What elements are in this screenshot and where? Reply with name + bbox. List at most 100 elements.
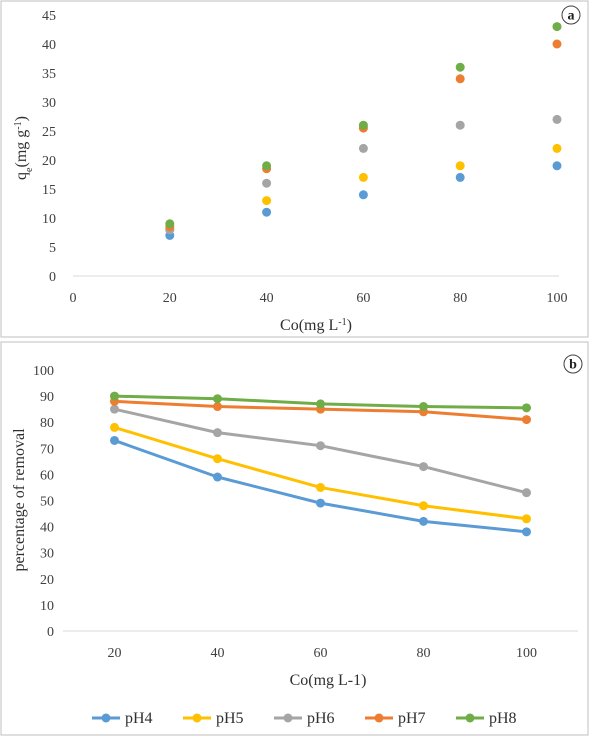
panel-b-y-tick-label: 100: [33, 364, 54, 379]
legend-marker-ph8: [465, 713, 475, 723]
panel-a-point-ph8: [455, 62, 465, 72]
panel-a-y-tick-label: 10: [42, 212, 56, 227]
panel-b-point-ph5: [110, 422, 119, 432]
panel-a-point-ph7: [455, 74, 465, 84]
legend-item-ph4: pH4: [92, 710, 153, 727]
panel-a-frame: [0, 0, 589, 338]
panel-b-label: b: [563, 354, 583, 374]
panel-a-point-ph8: [262, 161, 272, 171]
panel-b-line-chart: 0 10 20 30 40 50 60 70 80 90 100 20 40 60 80 100 Co(mg…: [11, 354, 583, 727]
panel-b-label-circle: [563, 354, 583, 374]
panel-a-point-ph5: [455, 161, 465, 171]
panel-b-point-ph6: [419, 462, 428, 472]
panel-a-x-tick-label: 0: [70, 291, 77, 306]
panel-b-letter: b: [569, 358, 577, 373]
legend-label: pH5: [216, 710, 244, 727]
legend-label: pH4: [125, 710, 153, 727]
panel-b-y-tick-label: 20: [40, 573, 54, 588]
panel-a-point-ph4: [358, 190, 368, 200]
panel-a-label-circle: [561, 5, 581, 25]
panel-a-scatter-chart: 0 5 10 15 20 25 30 35 40 45 0 20 40 60 80 100 Co(mg L-…: [13, 5, 581, 335]
panel-b-point-ph5: [213, 454, 222, 464]
panel-b-y-axis-title: percentage of removal: [11, 428, 28, 572]
panel-b-x-tick-label: 100: [516, 646, 537, 661]
legend-marker-ph6: [283, 713, 293, 723]
panel-a-x-tick-label: 60: [356, 291, 370, 306]
panel-b-y-tick-label: 0: [47, 625, 54, 640]
panel-a-point-ph6: [552, 114, 562, 124]
panel-b-point-ph7: [213, 402, 222, 412]
panel-a-point-ph6: [455, 120, 465, 130]
panel-b-point-ph5: [419, 501, 428, 511]
panel-a-point-ph5: [262, 196, 272, 206]
panel-b-point-ph8: [213, 394, 222, 404]
legend-item-ph7: pH7: [365, 710, 426, 727]
panel-b-point-ph4: [213, 472, 222, 482]
panel-a-point-ph8: [358, 120, 368, 130]
legend-label: pH8: [489, 710, 517, 727]
legend-marker-ph7: [374, 713, 384, 723]
panel-a-y-tick-label: 0: [49, 270, 56, 285]
panel-a-y-tick-label: 30: [42, 96, 56, 111]
panel-b-y-tick-label: 60: [40, 468, 54, 483]
panel-b-point-ph4: [110, 435, 119, 445]
panel-a-points: [165, 22, 562, 240]
panel-b-point-ph8: [419, 402, 428, 412]
panel-b-x-axis-title: Co(mg L-1): [290, 672, 367, 689]
panel-a-y-tick-label: 25: [42, 125, 56, 140]
panel-a-y-axis-title: qe(mg g-1): [13, 116, 35, 180]
panel-a-x-tick-label: 80: [453, 291, 467, 306]
panel-b-point-ph4: [419, 516, 428, 526]
panel-a-point-ph4: [262, 207, 272, 217]
panel-b-point-ph5: [316, 482, 325, 492]
panel-a-point-ph6: [358, 143, 368, 153]
legend: pH4 pH5 pH6 pH7 pH8: [92, 710, 517, 727]
legend-item-ph8: pH8: [456, 710, 517, 727]
panel-a-point-ph5: [552, 143, 562, 153]
legend-label: pH7: [398, 710, 426, 727]
panel-b-series-lines: [113, 394, 528, 534]
panel-b-points: [110, 391, 531, 537]
panel-b-y-tick-label: 30: [40, 547, 54, 562]
panel-b-x-tick-label: 60: [314, 646, 328, 661]
panel-a-y-tick-label: 5: [49, 241, 56, 256]
panel-b-point-ph4: [316, 498, 325, 508]
panel-a-y-tick-label: 15: [42, 183, 56, 198]
panel-b-point-ph8: [110, 391, 119, 401]
panel-b-y-tick-label: 90: [40, 390, 54, 405]
panel-b-x-tick-label: 40: [211, 646, 225, 661]
legend-marker-ph4: [101, 713, 111, 723]
panel-b-point-ph6: [522, 488, 531, 498]
panel-b-frame: [0, 341, 589, 736]
panel-a-point-ph7: [552, 39, 562, 49]
legend-marker-ph5: [192, 713, 202, 723]
panel-a-y-tick-label: 20: [42, 154, 56, 169]
panel-a-point-ph4: [455, 172, 465, 182]
panel-a-point-ph5: [358, 172, 368, 182]
panel-a-x-tick-label: 100: [547, 291, 568, 306]
panel-a-y-tick-label: 45: [42, 9, 56, 24]
panel-b-point-ph6: [316, 441, 325, 451]
panel-b-x-tick-label: 20: [108, 646, 122, 661]
panel-a-label: a: [561, 5, 581, 25]
legend-item-ph5: pH5: [183, 710, 244, 727]
panel-a-x-ticks: 0 20 40 60 80 100: [70, 291, 568, 306]
panel-b-x-ticks: 20 40 60 80 100: [108, 646, 538, 661]
panel-a-y-tick-label: 35: [42, 67, 56, 82]
panel-b-y-tick-label: 40: [40, 521, 54, 536]
legend-item-ph6: pH6: [274, 710, 335, 727]
legend-label: pH6: [307, 710, 335, 727]
panel-a-y-tick-label: 40: [42, 38, 56, 53]
panel-b-point-ph5: [522, 514, 531, 524]
panel-b-point-ph6: [110, 404, 119, 414]
panel-a-y-ticks: 0 5 10 15 20 25 30 35 40 45: [42, 9, 56, 285]
panel-a-point-ph8: [552, 22, 562, 32]
panel-b-x-tick-label: 80: [417, 646, 431, 661]
panel-b-point-ph8: [316, 399, 325, 409]
panel-a-x-axis-title: Co(mg L-1): [280, 317, 352, 335]
panel-b-point-ph4: [522, 527, 531, 537]
panel-b-point-ph7: [522, 415, 531, 425]
panel-b-point-ph8: [522, 403, 531, 413]
panel-a-point-ph4: [552, 161, 562, 171]
